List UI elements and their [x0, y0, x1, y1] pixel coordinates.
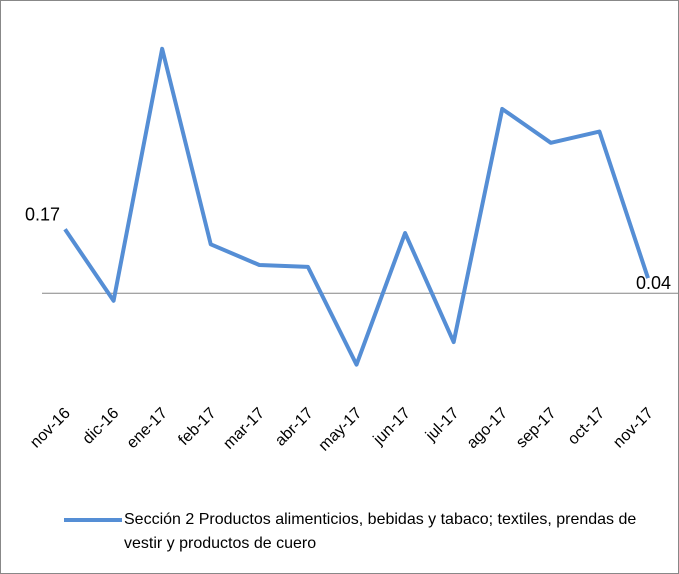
data-label: 0.17	[25, 204, 60, 224]
data-label: 0.04	[636, 273, 671, 293]
series-line	[63, 46, 650, 367]
legend-label: Sección 2 Productos alimenticios, bebida…	[124, 511, 637, 552]
